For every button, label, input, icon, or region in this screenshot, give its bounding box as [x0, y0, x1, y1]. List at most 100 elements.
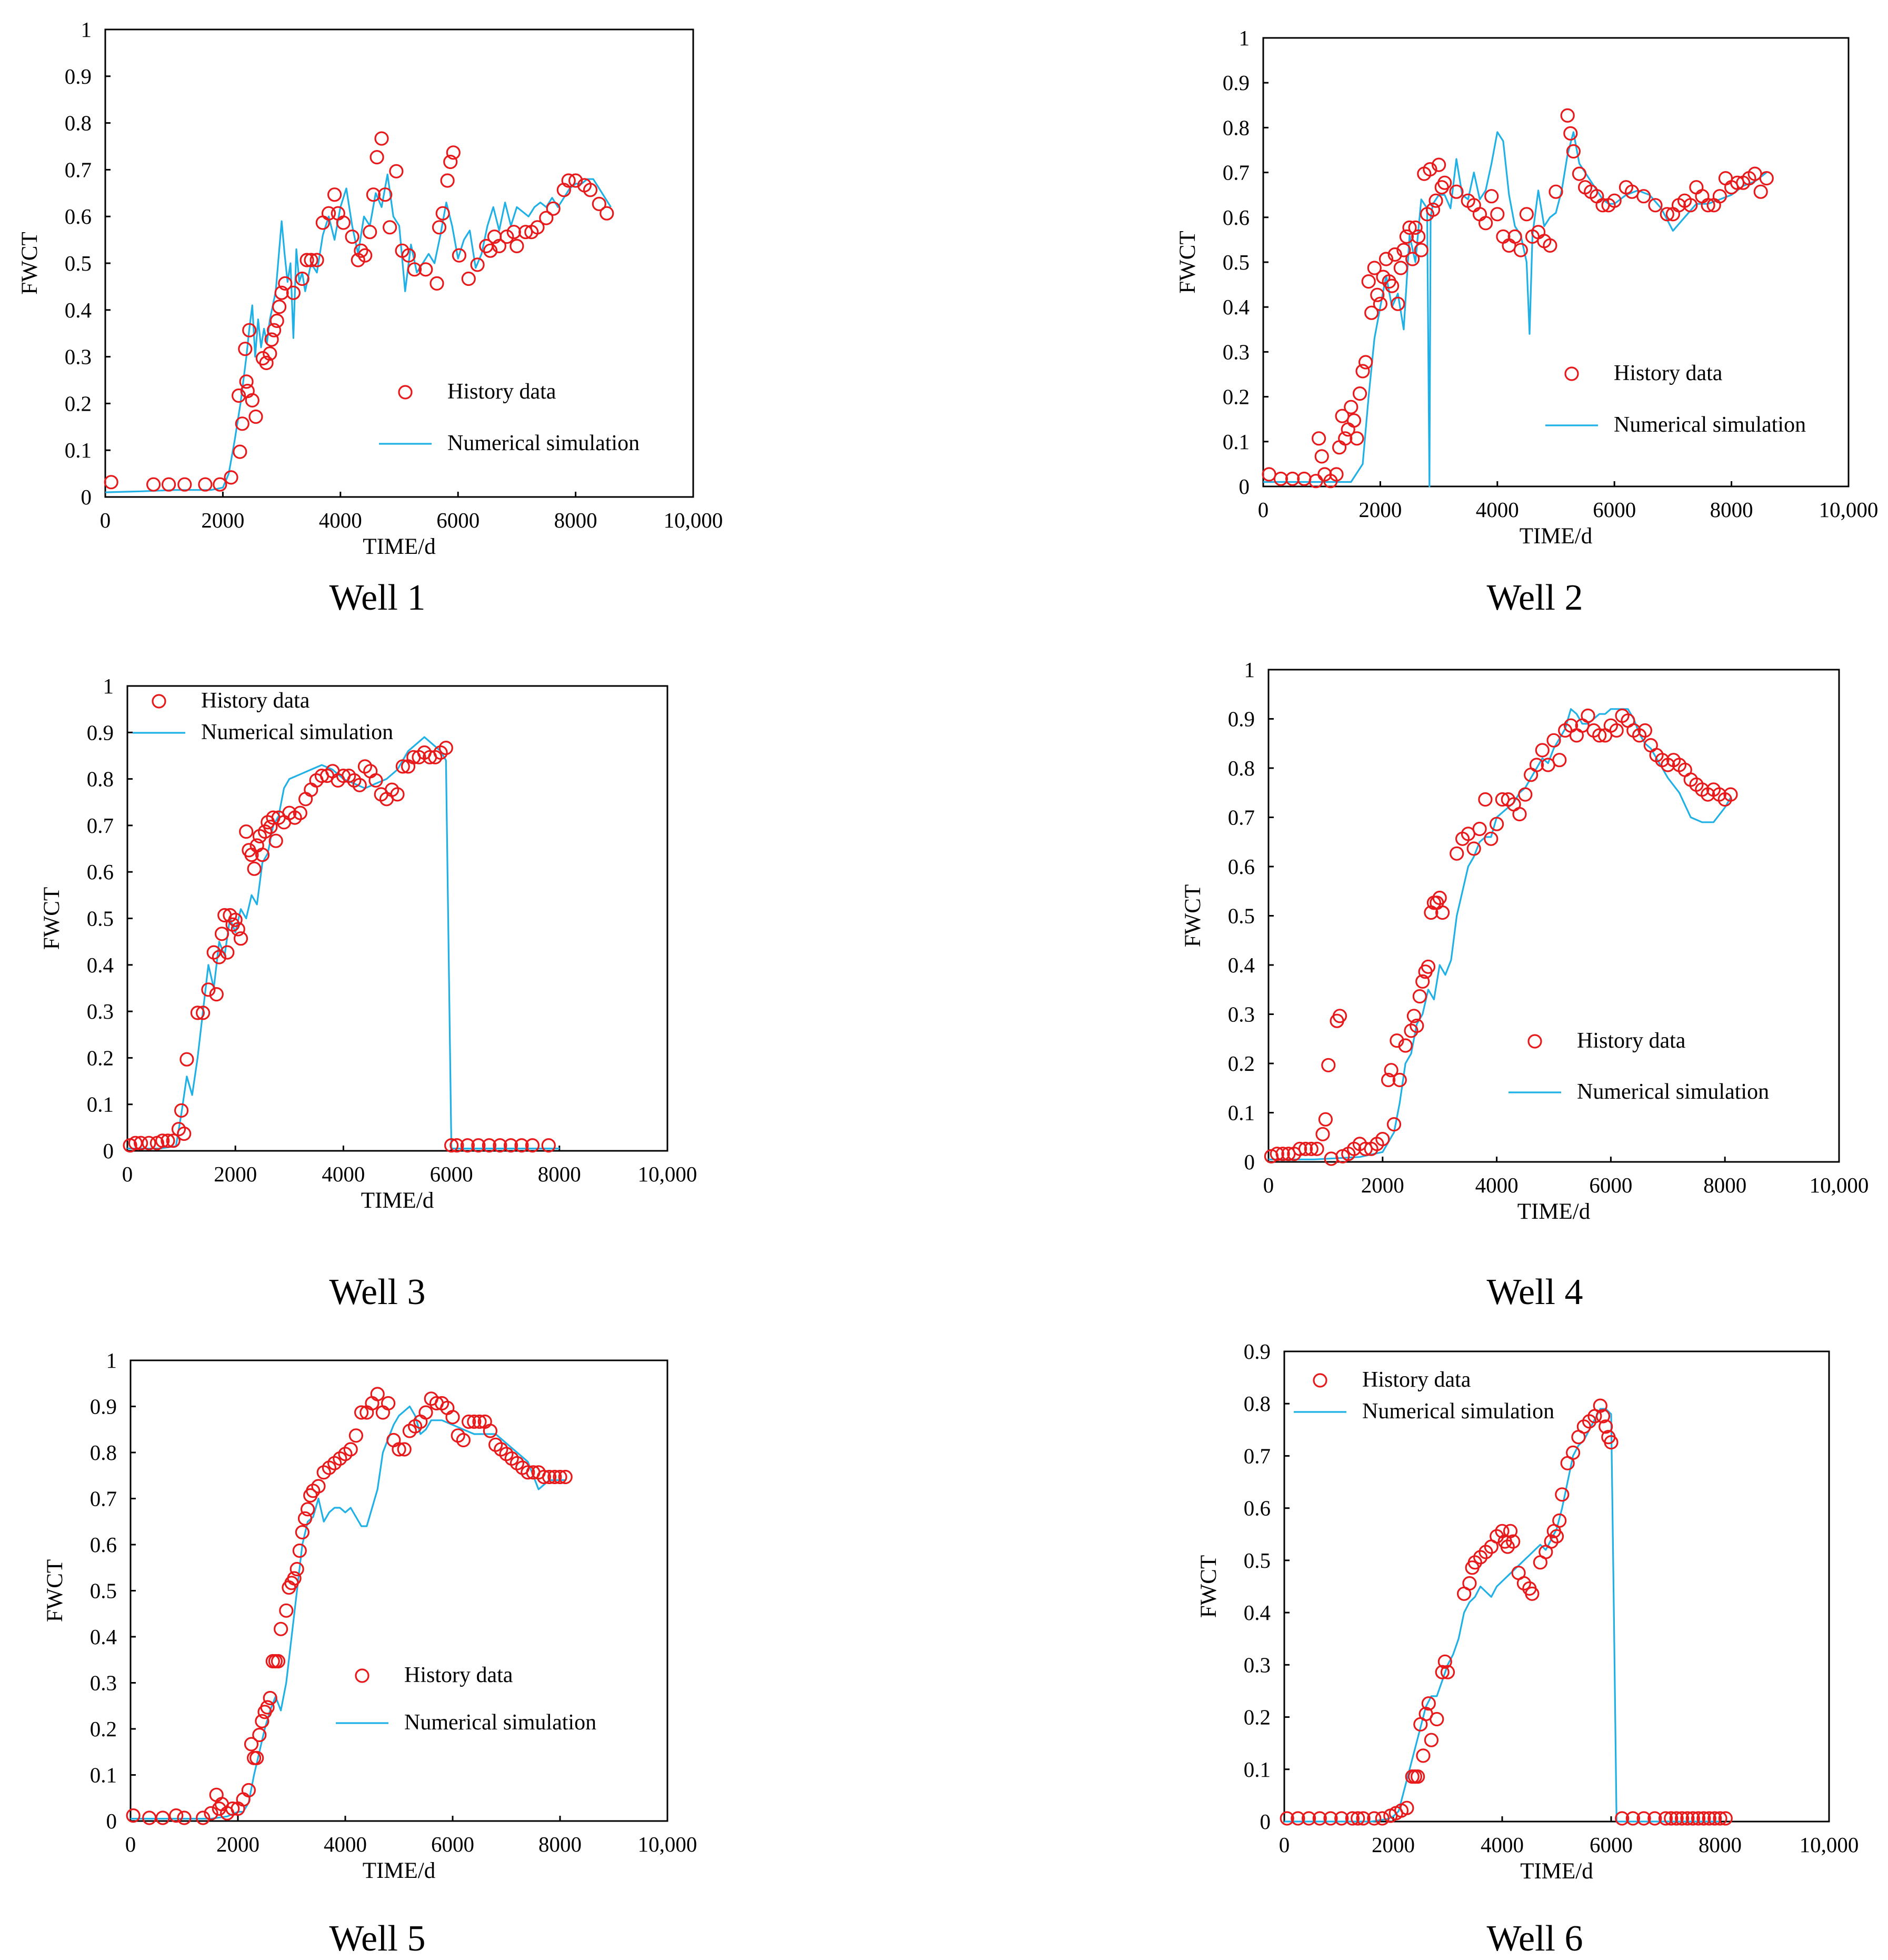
history-point: [366, 187, 381, 202]
history-point: [1390, 1033, 1404, 1048]
history-point: [209, 987, 224, 1002]
x-tick-label: 6000: [430, 1162, 473, 1186]
x-tick-label: 4000: [324, 1832, 367, 1856]
x-tick-label: 0: [1263, 1173, 1274, 1197]
history-point: [470, 257, 485, 272]
history-point: [1375, 1811, 1390, 1826]
history-point: [1712, 189, 1727, 204]
legend-simulation-label: Numerical simulation: [1614, 413, 1806, 437]
history-point: [493, 1138, 507, 1153]
x-tick-label: 0: [100, 508, 111, 532]
y-tick-label: 0.6: [1228, 854, 1255, 879]
history-point: [348, 1428, 364, 1443]
x-tick-label: 10,000: [1819, 498, 1879, 522]
y-tick-label: 0.9: [90, 1395, 117, 1419]
y-tick-label: 0.9: [65, 64, 92, 88]
history-point: [518, 225, 533, 240]
history-point: [541, 1138, 556, 1153]
y-tick-label: 0.1: [1228, 1101, 1255, 1125]
history-point: [1361, 274, 1376, 289]
history-point: [1566, 1445, 1581, 1460]
history-point: [242, 323, 257, 337]
history-point: [456, 1432, 471, 1448]
y-axis-label: FWCT: [43, 1559, 67, 1622]
simulation-line: [1284, 1408, 1720, 1823]
history-point: [1423, 162, 1437, 177]
history-point: [352, 778, 367, 792]
history-point: [1513, 243, 1528, 257]
history-point: [392, 1442, 406, 1457]
history-point: [1329, 467, 1344, 482]
history-point: [255, 351, 270, 366]
history-point: [1414, 243, 1429, 257]
y-tick-label: 0.4: [1228, 953, 1255, 977]
x-axis-label: TIME/d: [361, 1188, 434, 1213]
history-point: [1506, 1534, 1521, 1549]
history-point: [443, 154, 458, 170]
history-point: [1519, 207, 1534, 222]
history-point: [1593, 1398, 1607, 1413]
history-point: [374, 131, 389, 146]
history-point: [363, 764, 378, 779]
history-point: [1718, 171, 1733, 186]
history-point: [1410, 1018, 1424, 1033]
history-point: [1406, 1009, 1421, 1023]
history-point: [467, 1414, 482, 1429]
history-point: [292, 1543, 307, 1558]
history-point: [1607, 193, 1622, 208]
history-point: [241, 1783, 256, 1798]
history-point: [1689, 180, 1704, 195]
history-point: [1321, 1058, 1336, 1072]
legend-history-label: History data: [404, 1663, 513, 1687]
history-point: [539, 211, 554, 225]
history-point: [266, 323, 282, 337]
history-point: [233, 931, 248, 946]
history-point: [438, 740, 453, 755]
y-tick-label: 0.2: [65, 391, 92, 415]
history-point: [1512, 807, 1527, 822]
history-point: [1552, 753, 1567, 768]
history-point: [1344, 400, 1358, 414]
history-point: [1685, 1811, 1700, 1826]
history-point: [397, 1442, 412, 1457]
history-point: [126, 1808, 141, 1823]
legend-history-marker: [355, 1668, 369, 1683]
history-point: [1392, 1072, 1407, 1087]
history-point: [503, 1138, 518, 1153]
legend: History data Numerical simulation: [133, 689, 393, 744]
y-tick-label: 0.2: [90, 1717, 117, 1741]
history-point: [600, 206, 614, 221]
history-point: [263, 346, 277, 361]
history-point: [354, 243, 368, 258]
history-point: [204, 1806, 218, 1820]
history-point: [1753, 184, 1768, 199]
y-tick-label: 0.4: [65, 298, 92, 322]
history-point: [1484, 831, 1499, 846]
history-point: [1572, 166, 1587, 181]
history-point: [1386, 1117, 1402, 1132]
history-point: [386, 1432, 401, 1448]
history-point: [142, 1136, 156, 1150]
legend-history-marker: [398, 385, 413, 400]
y-tick-label: 0.4: [1244, 1600, 1271, 1625]
history-point: [263, 1690, 277, 1706]
history-point: [268, 833, 283, 848]
history-point: [1490, 817, 1504, 831]
history-point: [1437, 175, 1452, 190]
history-point: [1387, 247, 1402, 262]
history-point: [1385, 278, 1400, 293]
y-tick-label: 0: [1244, 1150, 1255, 1174]
x-tick-label: 10,000: [638, 1832, 697, 1856]
y-tick-label: 0.1: [65, 438, 92, 462]
history-point: [1543, 238, 1557, 253]
history-point: [295, 1525, 310, 1540]
x-axis-label: TIME/d: [363, 534, 436, 559]
history-point: [1490, 207, 1505, 222]
history-point: [1308, 474, 1323, 489]
history-point: [220, 945, 235, 960]
chart-well-2: 0 2000 4000 6000 8000 10,000 0 0.1 0.2 0.3 0.4 0.5 0…: [1175, 26, 1878, 618]
x-tick-label: 8000: [538, 1832, 582, 1856]
history-point: [252, 1727, 267, 1743]
x-tick-label: 8000: [538, 1162, 581, 1186]
x-tick-label: 2000: [1361, 1173, 1404, 1197]
